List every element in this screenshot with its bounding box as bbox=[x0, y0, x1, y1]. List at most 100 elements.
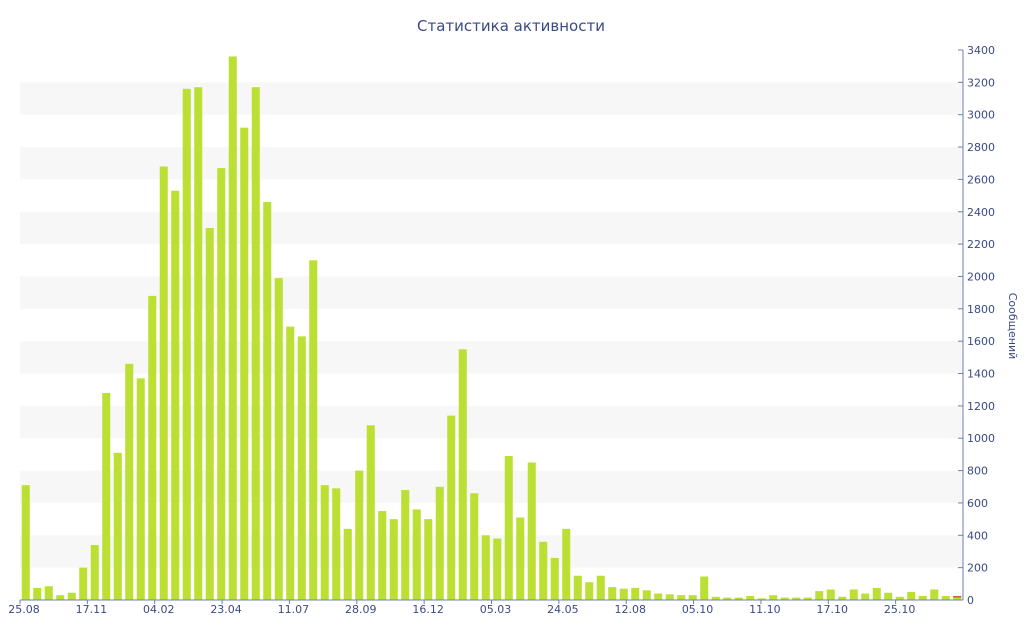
bar bbox=[608, 587, 617, 600]
grid-band bbox=[20, 147, 963, 180]
bar bbox=[67, 592, 76, 600]
bar bbox=[746, 595, 755, 600]
bar bbox=[171, 190, 180, 600]
bar bbox=[148, 295, 157, 600]
bar bbox=[688, 595, 697, 600]
x-tick-label: 28.09 bbox=[345, 603, 377, 616]
bar bbox=[769, 595, 778, 600]
x-tick-label: 17.10 bbox=[817, 603, 849, 616]
bar bbox=[815, 591, 824, 600]
bar bbox=[217, 168, 226, 600]
bar bbox=[435, 486, 444, 600]
bar bbox=[665, 594, 674, 600]
bar bbox=[401, 490, 410, 600]
bar bbox=[596, 575, 605, 600]
x-tick-label: 16.12 bbox=[412, 603, 444, 616]
y-tick-label: 1600 bbox=[967, 335, 995, 348]
bar bbox=[136, 378, 145, 600]
bar bbox=[930, 589, 939, 600]
bar bbox=[228, 56, 237, 601]
x-axis: 25.08 17.11 04.02 23.04 11.07 28.09 16.12 05.03… bbox=[8, 599, 963, 616]
bar bbox=[711, 596, 720, 600]
bar bbox=[562, 528, 571, 600]
bar bbox=[194, 87, 203, 601]
bar bbox=[320, 485, 329, 600]
bar bbox=[355, 470, 364, 600]
bar bbox=[263, 202, 272, 600]
bar bbox=[102, 392, 111, 600]
bar bbox=[619, 588, 628, 600]
bar bbox=[504, 456, 513, 600]
bar bbox=[274, 278, 283, 600]
bar bbox=[792, 597, 801, 600]
bar bbox=[642, 590, 651, 600]
bar bbox=[734, 597, 743, 600]
chart-title: Статистика активности bbox=[417, 17, 605, 35]
bar bbox=[113, 452, 122, 600]
x-tick-label: 12.08 bbox=[614, 603, 646, 616]
y-tick-label: 2400 bbox=[967, 206, 995, 219]
bar bbox=[516, 517, 525, 600]
x-tick-label: 04.02 bbox=[143, 603, 175, 616]
bar bbox=[205, 227, 214, 601]
bar bbox=[389, 519, 398, 600]
bar bbox=[723, 597, 732, 600]
x-tick-label: 05.03 bbox=[480, 603, 512, 616]
y-tick-label: 600 bbox=[967, 497, 988, 510]
bar bbox=[550, 557, 559, 600]
x-tick-label: 25.08 bbox=[8, 603, 40, 616]
bar bbox=[125, 363, 134, 600]
bar bbox=[585, 582, 594, 600]
bar bbox=[895, 596, 904, 600]
bar bbox=[44, 586, 53, 600]
bar bbox=[539, 541, 548, 600]
bar bbox=[700, 576, 709, 600]
x-tick-label: 24.05 bbox=[547, 603, 579, 616]
bar bbox=[872, 587, 881, 600]
bar bbox=[90, 545, 99, 600]
bar bbox=[677, 595, 686, 600]
bar bbox=[861, 593, 870, 600]
bar bbox=[573, 575, 582, 600]
y-tick-label: 1200 bbox=[967, 400, 995, 413]
y-tick-label: 200 bbox=[967, 562, 988, 575]
bar-series bbox=[21, 56, 962, 601]
bar bbox=[182, 88, 191, 600]
bar bbox=[493, 538, 502, 600]
bar bbox=[251, 87, 260, 601]
y-tick-label: 800 bbox=[967, 465, 988, 478]
bar bbox=[286, 326, 295, 600]
bar bbox=[654, 593, 663, 600]
bar bbox=[941, 595, 950, 600]
y-tick-label: 400 bbox=[967, 529, 988, 542]
bar bbox=[631, 587, 640, 600]
y-tick-label: 3200 bbox=[967, 76, 995, 89]
bar bbox=[412, 509, 421, 600]
bar bbox=[838, 596, 847, 600]
y-axis-title: Сообщений bbox=[1006, 293, 1019, 360]
bar bbox=[21, 485, 30, 600]
y-tick-label: 0 bbox=[967, 594, 974, 607]
grid-band bbox=[20, 82, 963, 115]
bar bbox=[56, 595, 65, 600]
bar bbox=[849, 589, 858, 600]
y-tick-label: 2200 bbox=[967, 238, 995, 251]
y-tick-label: 1800 bbox=[967, 303, 995, 316]
bar bbox=[757, 598, 766, 600]
bar bbox=[527, 462, 536, 600]
bar bbox=[918, 595, 927, 600]
y-tick-label: 1400 bbox=[967, 368, 995, 381]
bar bbox=[481, 535, 490, 600]
y-axis: 0 200 400 600 800 1000 1200 1400 1600 1800 2000 220… bbox=[958, 44, 995, 607]
bar bbox=[803, 597, 812, 600]
bar bbox=[447, 415, 456, 600]
bar bbox=[240, 127, 249, 600]
bar bbox=[458, 349, 467, 600]
y-tick-label: 3400 bbox=[967, 44, 995, 57]
bar bbox=[33, 587, 42, 600]
y-tick-label: 2800 bbox=[967, 141, 995, 154]
y-tick-label: 3000 bbox=[967, 109, 995, 122]
y-tick-label: 2600 bbox=[967, 173, 995, 186]
x-tick-label: 23.04 bbox=[210, 603, 242, 616]
bar bbox=[343, 528, 352, 600]
